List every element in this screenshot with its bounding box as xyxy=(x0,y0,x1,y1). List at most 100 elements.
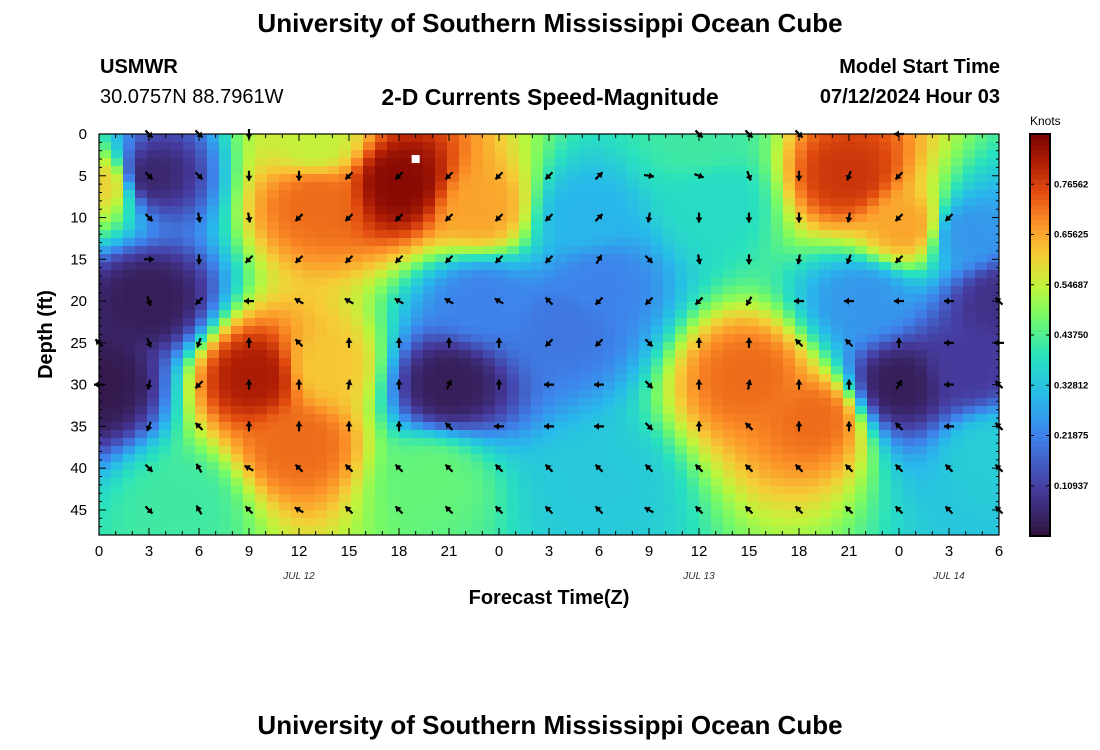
heat-cell xyxy=(975,262,988,271)
heat-cell xyxy=(927,270,940,279)
heat-cell xyxy=(867,182,880,191)
heat-cell xyxy=(507,366,520,375)
heat-cell xyxy=(831,486,844,495)
heat-cell xyxy=(531,342,544,351)
heat-cell xyxy=(255,158,268,167)
heat-cell xyxy=(243,246,256,255)
heat-cell xyxy=(699,526,712,535)
current-arrow xyxy=(444,505,454,515)
heat-cell xyxy=(723,462,736,471)
heat-cell xyxy=(927,238,940,247)
heat-cell xyxy=(435,222,448,231)
heat-cell xyxy=(951,174,964,183)
heat-cell xyxy=(471,334,484,343)
heat-cell xyxy=(507,486,520,495)
y-tick-label: 40 xyxy=(70,460,87,477)
heat-cell xyxy=(759,438,772,447)
heat-cell xyxy=(927,502,940,511)
heat-cell xyxy=(207,398,220,407)
heat-cell xyxy=(819,190,832,199)
current-arrow xyxy=(745,212,753,223)
heat-cell xyxy=(267,438,280,447)
heat-cell xyxy=(603,470,616,479)
heat-cell xyxy=(927,438,940,447)
heat-cell xyxy=(519,462,532,471)
arrow-head xyxy=(894,297,899,305)
heat-cell xyxy=(891,414,904,423)
heat-cell xyxy=(663,382,676,391)
heat-cell xyxy=(699,518,712,527)
heat-cell xyxy=(675,198,688,207)
heat-cell xyxy=(303,382,316,391)
heat-cell xyxy=(99,302,112,311)
heat-cell xyxy=(855,206,868,215)
heat-cell xyxy=(435,326,448,335)
heat-cell xyxy=(735,254,748,263)
heat-cell xyxy=(171,422,184,431)
heat-cell xyxy=(519,358,532,367)
heat-cell xyxy=(399,486,412,495)
heat-cell xyxy=(759,406,772,415)
heat-cell xyxy=(459,478,472,487)
heat-cell xyxy=(939,390,952,399)
heat-cell xyxy=(159,374,172,383)
heat-cell xyxy=(783,294,796,303)
heat-cell xyxy=(483,262,496,271)
heat-cell xyxy=(123,462,136,471)
heat-cell xyxy=(231,414,244,423)
current-arrow xyxy=(294,254,304,264)
heat-cell xyxy=(651,406,664,415)
heat-cell xyxy=(351,502,364,511)
heat-cell xyxy=(963,278,976,287)
heat-cell xyxy=(939,414,952,423)
heat-cell xyxy=(819,518,832,527)
arrow-head xyxy=(895,256,902,263)
heat-cell xyxy=(915,414,928,423)
heat-cell xyxy=(279,174,292,183)
arrow-head xyxy=(646,340,653,347)
heat-cell xyxy=(207,238,220,247)
heat-cell xyxy=(99,142,112,151)
heat-cell xyxy=(927,286,940,295)
heat-cell xyxy=(615,318,628,327)
heat-cell xyxy=(855,518,868,527)
heat-cell xyxy=(507,182,520,191)
heat-cell xyxy=(339,214,352,223)
colorbar-segment xyxy=(1030,365,1050,371)
heat-cell xyxy=(339,246,352,255)
heat-cell xyxy=(567,166,580,175)
heat-cell xyxy=(243,414,256,423)
heat-cell xyxy=(603,518,616,527)
colorbar-segment xyxy=(1030,234,1050,241)
heat-cell xyxy=(603,406,616,415)
heat-cell xyxy=(915,382,928,391)
heat-cell xyxy=(975,438,988,447)
heat-cell xyxy=(207,526,220,535)
heat-cell xyxy=(531,326,544,335)
heat-cell xyxy=(495,190,508,199)
heat-cell xyxy=(723,286,736,295)
heat-cell xyxy=(255,262,268,271)
heat-cell xyxy=(723,342,736,351)
heat-cell xyxy=(123,150,136,159)
y-tick-label: 15 xyxy=(70,251,87,268)
heat-cell xyxy=(267,166,280,175)
heat-cell xyxy=(411,526,424,535)
heat-cell xyxy=(363,406,376,415)
heat-cell xyxy=(891,246,904,255)
heat-cell xyxy=(351,478,364,487)
heat-cell xyxy=(171,182,184,191)
heat-cell xyxy=(819,294,832,303)
heat-cell xyxy=(219,198,232,207)
heat-cell xyxy=(207,310,220,319)
heat-cell xyxy=(159,518,172,527)
heat-cell xyxy=(603,510,616,519)
heat-cell xyxy=(807,350,820,359)
current-arrow xyxy=(845,212,853,223)
heat-cell xyxy=(375,454,388,463)
heat-cell xyxy=(591,246,604,255)
heat-cell xyxy=(663,230,676,239)
heat-cell xyxy=(603,318,616,327)
heat-cell xyxy=(927,310,940,319)
arrow-head xyxy=(795,379,803,385)
